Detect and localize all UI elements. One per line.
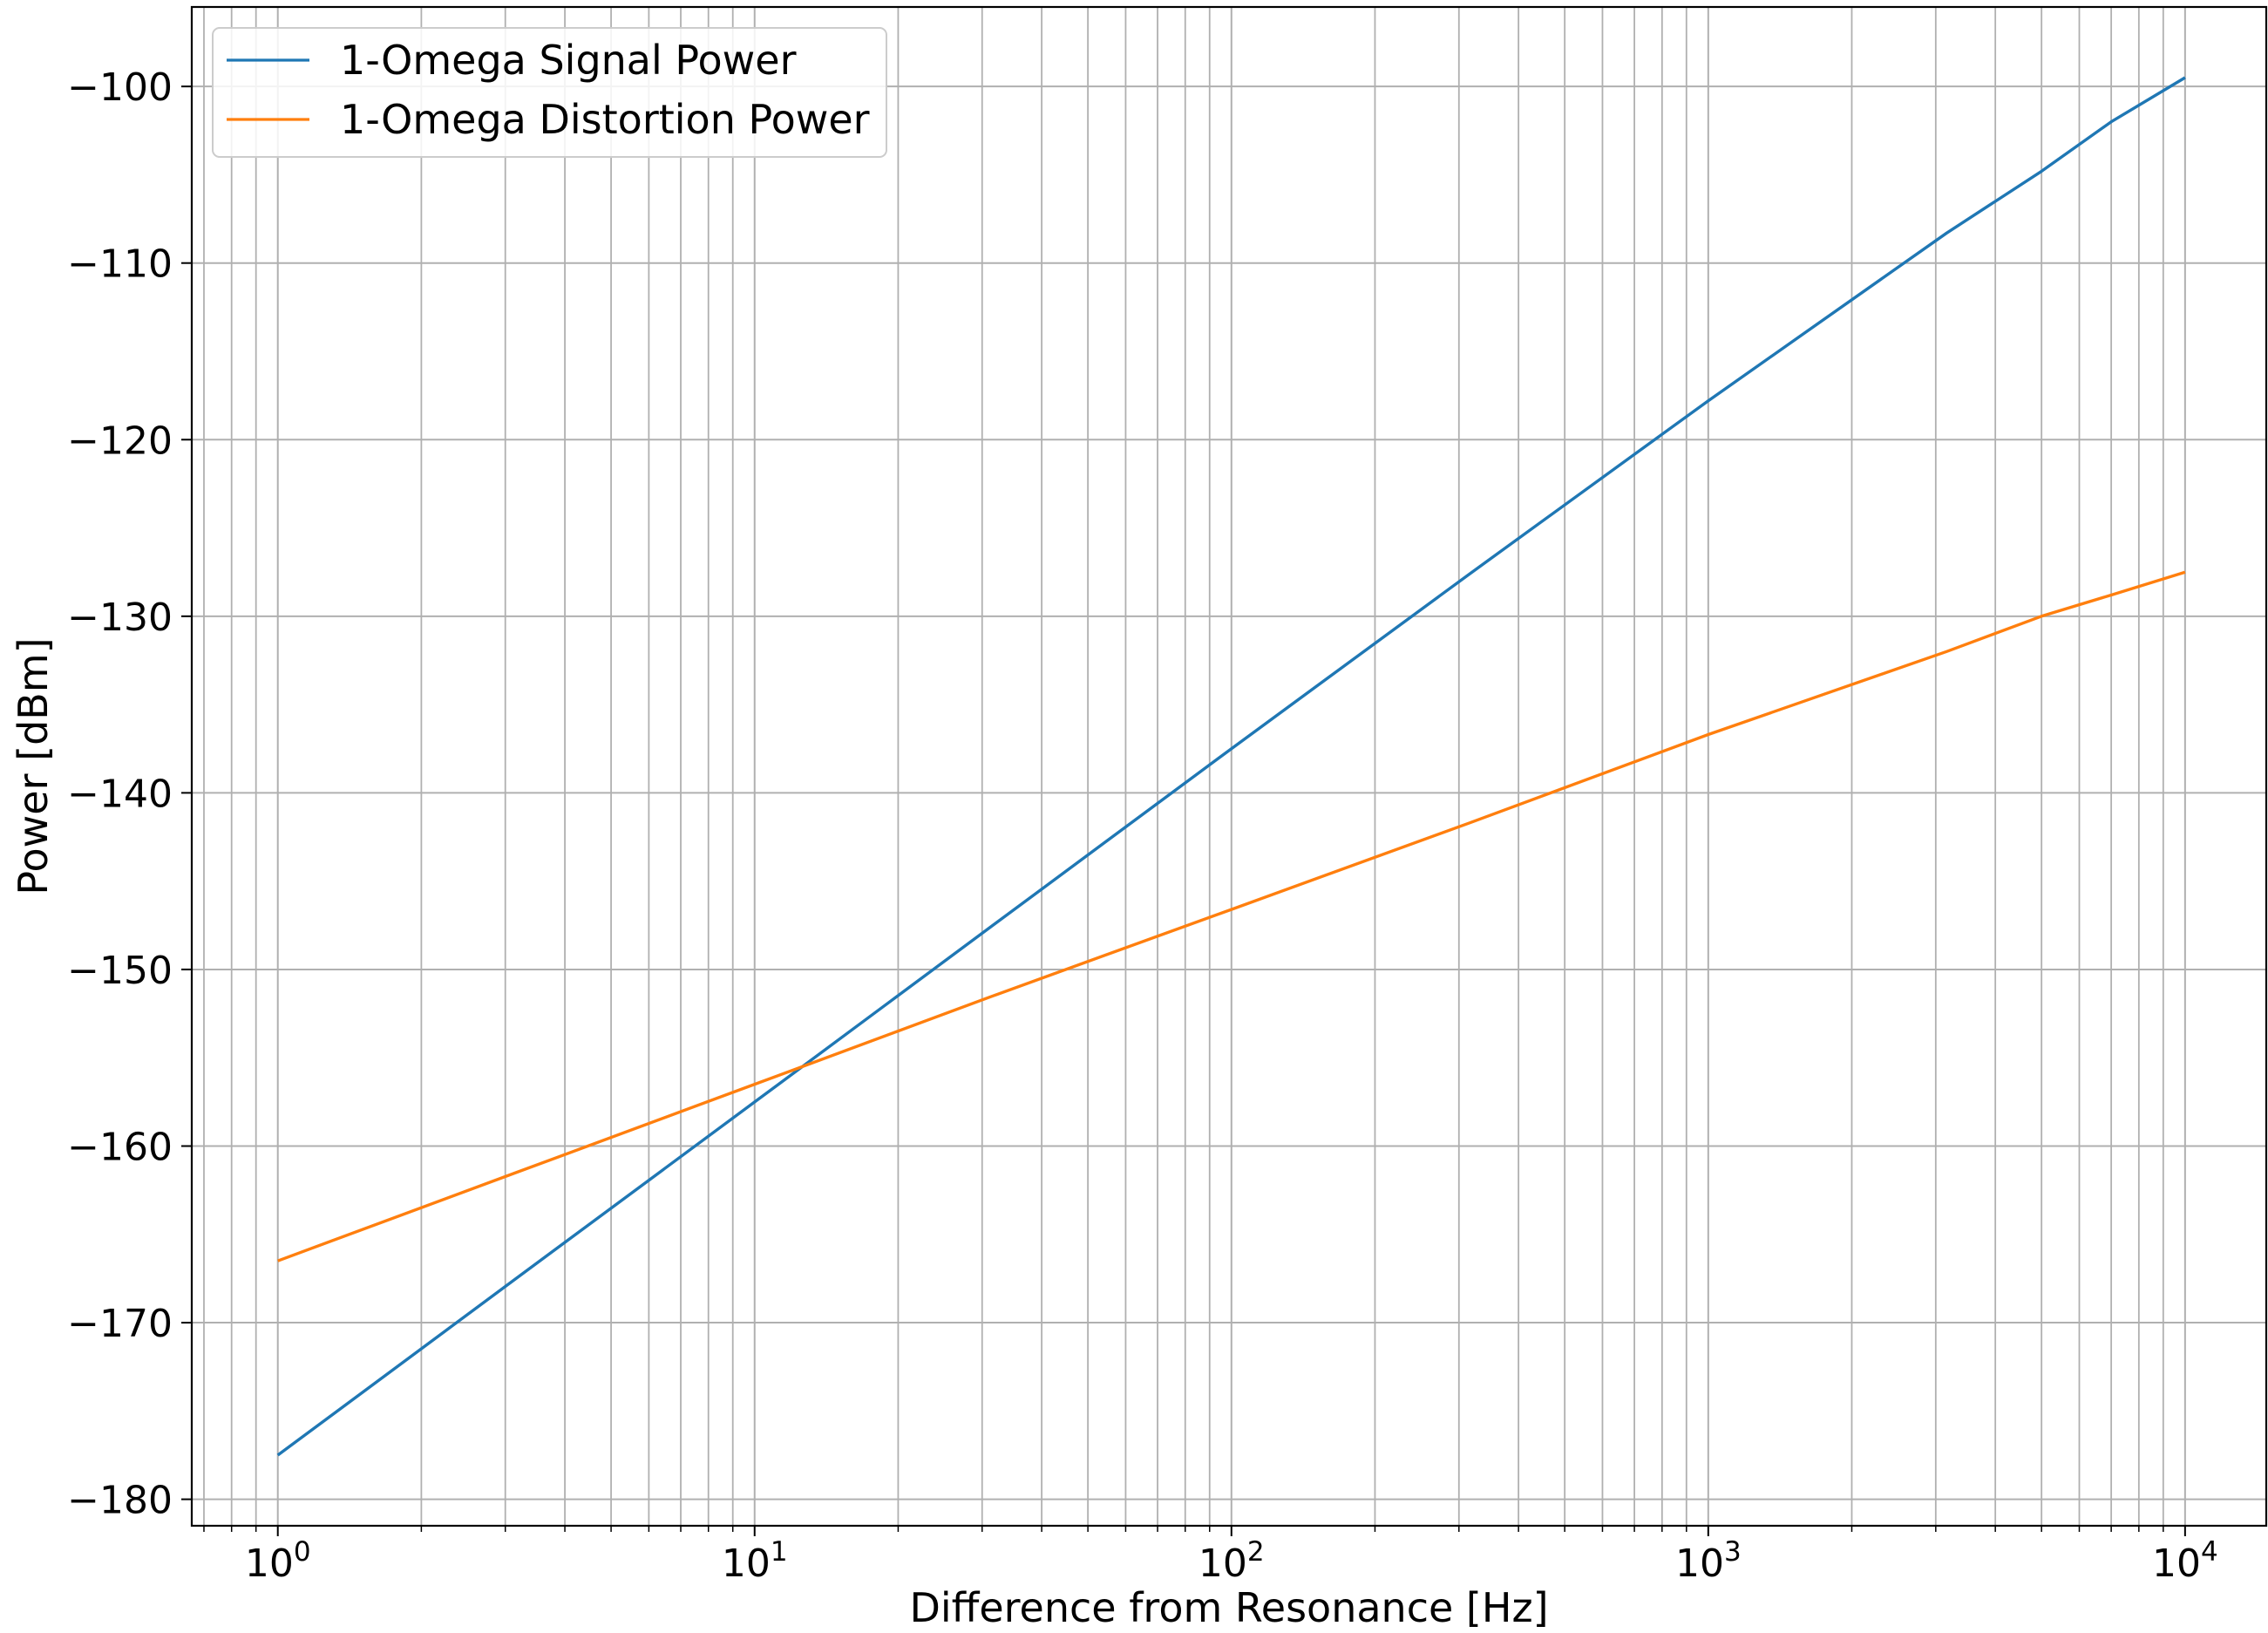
series-layer xyxy=(276,76,2186,1457)
x-tick-label: 104 xyxy=(2152,1536,2218,1586)
y-tick-label: −110 xyxy=(67,242,173,287)
y-tick-label: −180 xyxy=(67,1479,173,1523)
series-line-distortion xyxy=(277,570,2186,1262)
axis-ticks: −100 −110 −120 −130 −140 −150 −160 −170 −180 100 1… xyxy=(67,65,2218,1586)
series-line-signal xyxy=(276,76,2186,1457)
y-tick-label: −140 xyxy=(67,772,173,816)
y-tick-label: −100 xyxy=(67,65,173,110)
plot-frame xyxy=(190,5,2268,1528)
legend-label-distortion: 1-Omega Distortion Power xyxy=(340,96,870,143)
y-tick-label: −160 xyxy=(67,1126,173,1170)
y-tick-label: −130 xyxy=(67,595,173,640)
x-tick-label: 102 xyxy=(1199,1536,1265,1586)
y-tick-label: −120 xyxy=(67,418,173,463)
x-tick-label: 100 xyxy=(245,1536,311,1586)
x-tick-label: 101 xyxy=(722,1536,788,1586)
y-tick-label: −150 xyxy=(67,949,173,993)
grid-lines xyxy=(192,7,2266,1526)
x-axis-label: Difference from Resonance [Hz] xyxy=(909,1584,1548,1631)
legend-label-signal: 1-Omega Signal Power xyxy=(340,37,797,84)
legend-box xyxy=(212,27,887,158)
x-tick-label: 103 xyxy=(1675,1536,1742,1586)
legend: 1-Omega Signal Power 1-Omega Distortion … xyxy=(212,27,887,158)
y-tick-label: −170 xyxy=(67,1302,173,1346)
y-axis-label: Power [dBm] xyxy=(10,637,57,895)
